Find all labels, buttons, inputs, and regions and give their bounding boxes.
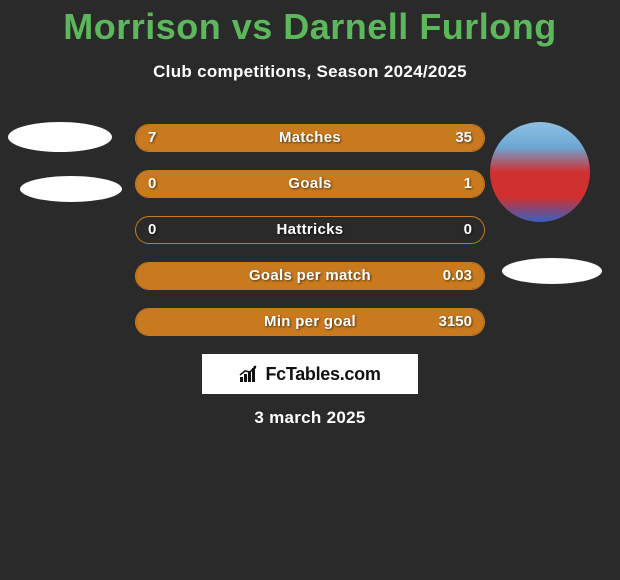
stat-label: Hattricks <box>136 217 484 243</box>
stat-row: 7 Matches 35 <box>135 124 485 152</box>
stat-label: Goals <box>136 171 484 197</box>
stat-label: Goals per match <box>136 263 484 289</box>
brand-box: FcTables.com <box>202 354 418 394</box>
chart-icon <box>239 365 261 383</box>
pill-top-left <box>8 122 112 152</box>
stat-value-right: 1 <box>464 171 472 197</box>
subtitle: Club competitions, Season 2024/2025 <box>0 62 620 82</box>
stat-value-right: 35 <box>455 125 472 151</box>
stat-value-left: 0 <box>148 171 156 197</box>
stat-row: 0 Goals 1 <box>135 170 485 198</box>
brand-text: FcTables.com <box>265 364 380 385</box>
stat-label: Matches <box>136 125 484 151</box>
stat-value-right: 0.03 <box>443 263 472 289</box>
date-line: 3 march 2025 <box>0 408 620 428</box>
stat-row: Goals per match 0.03 <box>135 262 485 290</box>
stat-value-left: 0 <box>148 217 156 243</box>
pill-bottom-right <box>502 258 602 284</box>
avatar-right <box>490 122 590 222</box>
stats-container: 7 Matches 35 0 Goals 1 0 Hattricks 0 Goa… <box>135 124 485 354</box>
stat-value-left: 7 <box>148 125 156 151</box>
pill-mid-left <box>20 176 122 202</box>
page-title: Morrison vs Darnell Furlong <box>0 0 620 48</box>
stat-label: Min per goal <box>136 309 484 335</box>
stat-row: Min per goal 3150 <box>135 308 485 336</box>
stat-value-right: 3150 <box>439 309 472 335</box>
stat-row: 0 Hattricks 0 <box>135 216 485 244</box>
stat-value-right: 0 <box>464 217 472 243</box>
